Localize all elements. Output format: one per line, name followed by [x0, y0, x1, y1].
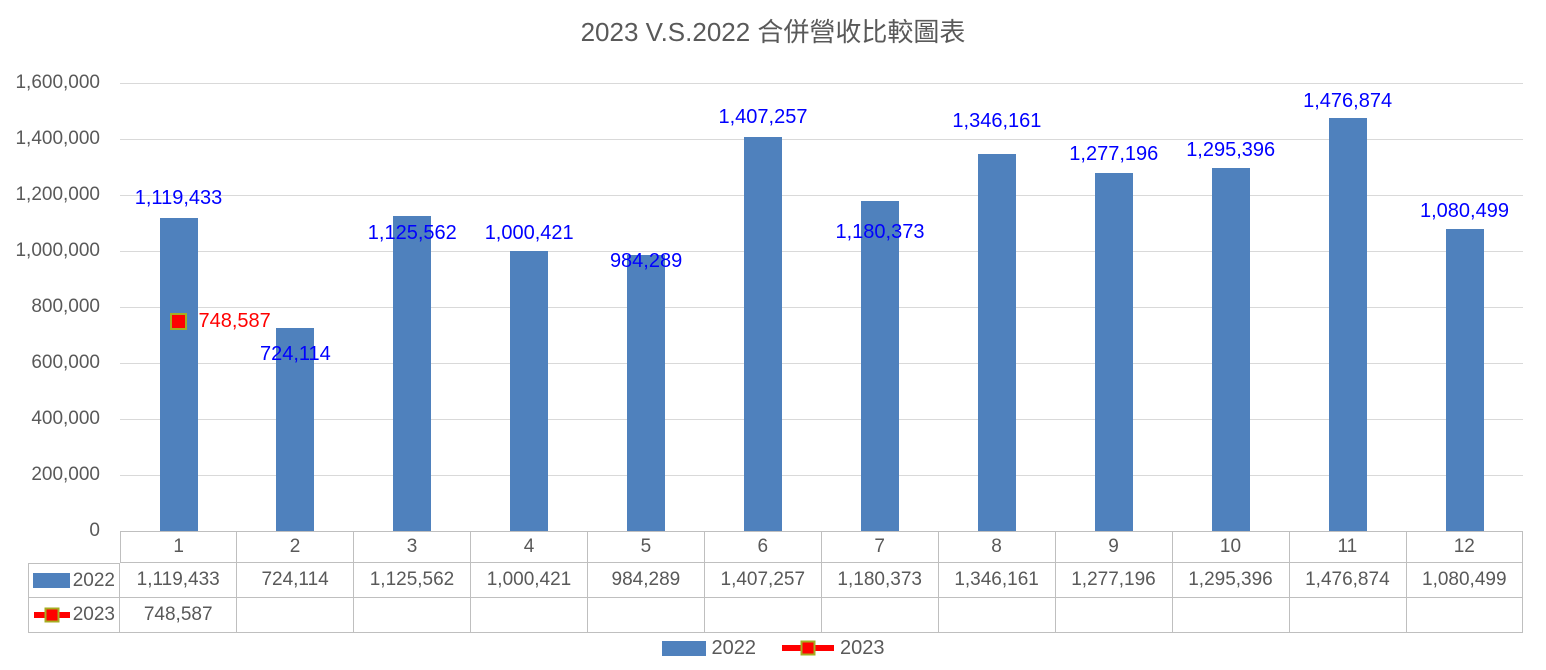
y-gridline — [120, 83, 1523, 84]
bar-2022-month-12 — [1445, 228, 1484, 531]
table-cell-2022-month-12: 1,080,499 — [1406, 563, 1524, 598]
table-cell-month-12: 12 — [1406, 531, 1524, 563]
y-axis-tick-label: 1,200,000 — [15, 184, 100, 205]
table-cell-2022-month-8: 1,346,161 — [938, 563, 1056, 598]
bar-data-label: 1,346,161 — [952, 110, 1042, 133]
bar-2022-month-7 — [861, 200, 899, 531]
table-cell-2022-month-6: 1,407,257 — [704, 563, 822, 598]
table-cell-2023-month-2 — [236, 598, 355, 633]
table-cell-2023-month-4 — [470, 598, 589, 633]
bar-data-label: 1,080,499 — [1420, 199, 1509, 222]
table-cell-2023-month-9 — [1055, 598, 1173, 633]
table-cell-2022-month-11: 1,476,874 — [1289, 563, 1407, 598]
table-cell-month-11: 11 — [1289, 531, 1407, 563]
table-cell-2022-month-5: 984,289 — [587, 563, 706, 598]
table-cell-month-10: 10 — [1172, 531, 1290, 563]
table-cell-2023-month-1: 748,587 — [120, 598, 238, 633]
y-axis-tick-label: 200,000 — [31, 464, 100, 485]
y-gridline — [120, 307, 1523, 308]
bar-2022-month-5 — [627, 255, 666, 531]
y-axis-tick-label: 400,000 — [31, 408, 100, 429]
legend-2023-line-marker-icon — [782, 640, 834, 656]
bar-data-label: 1,125,562 — [367, 221, 457, 244]
bar-2022-month-6 — [744, 137, 782, 531]
series-name-label: 2023 — [72, 604, 115, 625]
table-cell-month-8: 8 — [938, 531, 1056, 563]
table-cell-2022-month-4: 1,000,421 — [470, 563, 589, 598]
y-axis-tick-label: 1,000,000 — [15, 240, 100, 261]
bar-data-label: 1,277,196 — [1069, 143, 1159, 166]
table-cell-month-6: 6 — [704, 531, 822, 563]
chart-legend: 2022 2023 — [0, 636, 1546, 660]
marker-data-label: 748,587 — [198, 310, 271, 333]
bar-data-label: 1,407,257 — [718, 106, 808, 128]
series-name-label: 2022 — [72, 569, 115, 591]
table-cell-2023-month-11 — [1289, 598, 1407, 633]
table-cell-month-1: 1 — [120, 531, 238, 563]
legend-item-label: 2023 — [840, 636, 885, 659]
table-cell-2023-month-5 — [587, 598, 706, 633]
table-cell-2022-month-1: 1,119,433 — [120, 563, 238, 598]
bar-2022-month-4 — [510, 250, 549, 531]
y-axis-tick-label: 800,000 — [31, 296, 100, 317]
table-cell-2023-month-7 — [821, 598, 939, 633]
y-gridline — [120, 363, 1523, 364]
y-axis-tick-label: 1,400,000 — [15, 128, 100, 149]
table-cell-2022-month-7: 1,180,373 — [821, 563, 939, 598]
bar-2022-month-8 — [977, 154, 1016, 531]
bar-2022-month-11 — [1328, 117, 1367, 531]
legend-2022-swatch-icon — [661, 640, 706, 656]
table-cell-2022-month-2: 724,114 — [236, 563, 355, 598]
y-gridline — [120, 195, 1523, 196]
bar-2022-month-10 — [1211, 168, 1250, 531]
table-cell-2022-month-9: 1,277,196 — [1055, 563, 1173, 598]
bar-data-label: 724,114 — [259, 343, 331, 366]
marker-2023-month-1 — [170, 312, 187, 330]
table-cell-month-5: 5 — [587, 531, 706, 563]
table-cell-month-9: 9 — [1055, 531, 1173, 563]
table-cell-2023-month-3 — [353, 598, 472, 633]
table-cell-month-3: 3 — [353, 531, 472, 563]
y-gridline — [120, 475, 1523, 476]
bar-data-label: 1,119,433 — [134, 186, 223, 209]
chart-title: 2023 V.S.2022 合併營收比較圖表 — [580, 17, 966, 47]
y-axis-tick-label: 600,000 — [31, 352, 100, 373]
bar-2022-month-1 — [159, 217, 198, 531]
table-cell-month-7: 7 — [821, 531, 939, 563]
bar-data-label: 1,000,421 — [484, 221, 574, 244]
legend-item-label: 2022 — [711, 636, 757, 659]
table-cell-2023-month-10 — [1172, 598, 1290, 633]
y-gridline — [120, 139, 1523, 140]
bar-data-label: 1,180,373 — [835, 220, 925, 243]
table-cell-month-2: 2 — [236, 531, 355, 563]
table-row-key-2022: 2022 — [28, 563, 120, 598]
table-cell-2023-month-12 — [1406, 598, 1524, 633]
table-row-key-2023: 2023 — [28, 598, 120, 633]
bar-2022-month-9 — [1094, 173, 1133, 531]
bar-data-label: 1,476,874 — [1303, 89, 1393, 112]
table-cell-2022-month-10: 1,295,396 — [1172, 563, 1290, 598]
bar-2022-month-3 — [393, 215, 432, 531]
table-cell-2023-month-6 — [704, 598, 822, 633]
y-axis-tick-label: 1,600,000 — [15, 72, 100, 93]
table-cell-2022-month-3: 1,125,562 — [353, 563, 472, 598]
table-cell-month-4: 4 — [470, 531, 589, 563]
series-2023-line-marker-icon — [33, 607, 70, 623]
bar-data-label: 1,295,396 — [1186, 139, 1276, 162]
bar-2022-month-2 — [276, 328, 315, 531]
y-gridline — [120, 251, 1523, 252]
y-gridline — [120, 419, 1523, 420]
bar-data-label: 984,289 — [609, 250, 683, 273]
series-2022-swatch-icon — [32, 573, 70, 588]
y-axis-tick-label: 0 — [89, 520, 100, 541]
table-cell-2023-month-8 — [938, 598, 1056, 633]
